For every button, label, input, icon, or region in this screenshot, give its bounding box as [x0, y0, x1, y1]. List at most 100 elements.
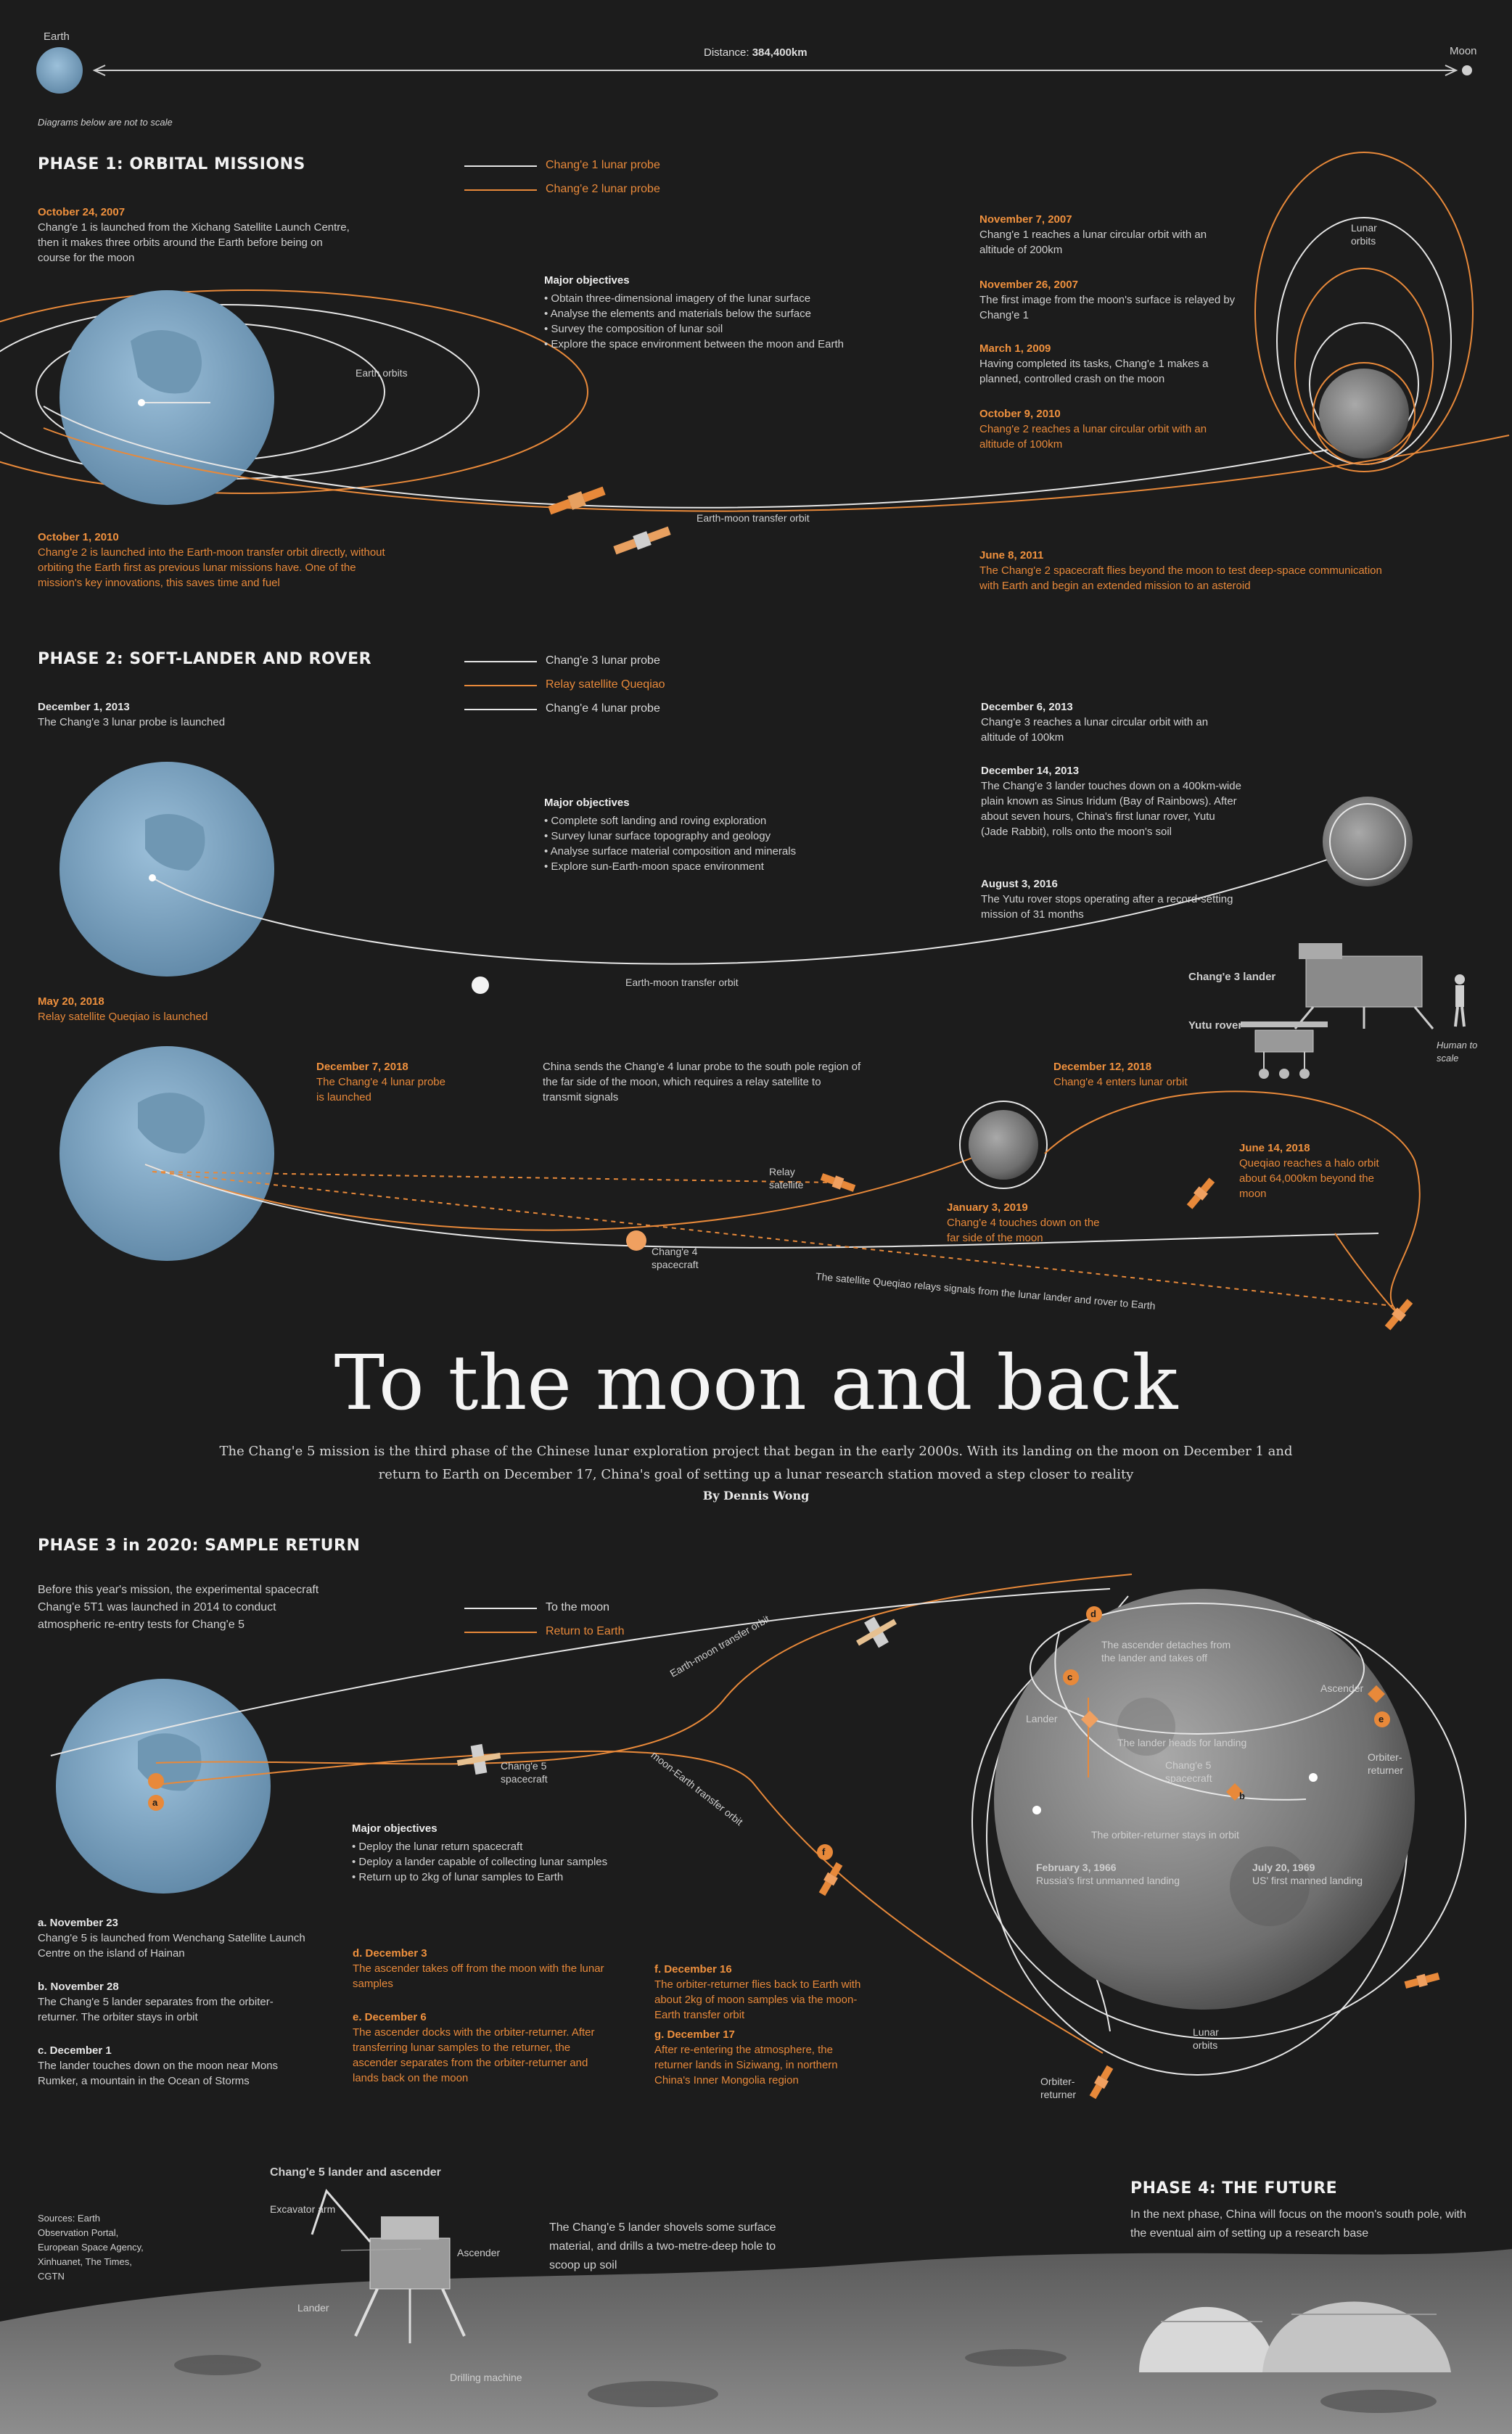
event-text: US' first manned landing — [1252, 1875, 1363, 1886]
moon-label-orbiter-returner-2: Orbiter-returner — [1040, 2076, 1077, 2100]
event-date: c. December 1 — [38, 2044, 112, 2057]
drilling-machine-label: Drilling machine — [450, 2372, 522, 2383]
yutu-rover-label: Yutu rover — [1188, 1019, 1243, 1032]
human-scale-label: Human to scale — [1437, 1040, 1478, 1064]
phase1-legend-change1: Chang'e 1 lunar probe — [546, 159, 660, 171]
event-text: Chang'e 5 is launched from Wenchang Sate… — [38, 1932, 305, 1960]
moon-label-lunar-orbits: Lunar orbits — [1193, 2026, 1219, 2051]
event-date: January 3, 2019 — [947, 1201, 1028, 1214]
objective-item: Explore sun-Earth-moon space environment — [544, 859, 921, 874]
event-text: The Chang'e 4 lunar probe is launched — [316, 1076, 445, 1103]
phase3-title: PHASE 3 in 2020: SAMPLE RETURN — [38, 1537, 361, 1555]
header-moon-label: Moon — [1450, 45, 1477, 57]
lander-label: Lander — [297, 2302, 329, 2314]
objectives-title: Major objectives — [544, 274, 630, 287]
phase3-objectives: Major objectives Deploy the lunar return… — [352, 1821, 671, 1885]
moon-label-ascender-detaches: The ascender detaches from the lander an… — [1101, 1639, 1231, 1664]
objective-item: Analyse surface material composition and… — [544, 844, 921, 859]
moon-label-lander-heads: The lander heads for landing — [1117, 1737, 1247, 1748]
event-text: The ascender docks with the orbiter-retu… — [353, 2026, 595, 2084]
header-earth — [36, 47, 83, 94]
phase1-moon — [1319, 369, 1409, 459]
event-text: The Chang'e 3 lunar probe is launched — [38, 716, 226, 728]
moon-label-change5: Chang'e 5 spacecraft — [1165, 1759, 1212, 1784]
ascender-label: Ascender — [457, 2247, 501, 2258]
phase2-objectives: Major objectives Complete soft landing a… — [544, 795, 921, 874]
objective-item: Survey the composition of lunar soil — [544, 321, 936, 337]
objective-item: Survey lunar surface topography and geol… — [544, 829, 921, 844]
event-text: The Chang'e 5 lander separates from the … — [38, 1996, 274, 2023]
event-text: The ascender takes off from the moon wit… — [353, 1962, 604, 1990]
step-g: g. December 17 After re-entering the atm… — [654, 2027, 872, 2088]
moon-label-ascender: Ascender — [1320, 1682, 1364, 1694]
objective-item: Complete soft landing and roving explora… — [544, 813, 921, 829]
event-text: Chang'e 3 reaches a lunar circular orbit… — [981, 716, 1209, 744]
lander-ascender-title: Chang'e 5 lander and ascender — [270, 2166, 441, 2179]
change3-lander-graphic — [1294, 943, 1434, 1029]
phase1-title: PHASE 1: ORBITAL MISSIONS — [38, 155, 305, 173]
event-date: October 9, 2010 — [979, 408, 1061, 420]
distance-readout: Distance: 384,400km — [704, 46, 808, 59]
change3-lander-label: Chang'e 3 lander — [1188, 971, 1276, 983]
phase1-timeline-1: November 7, 2007 Chang'e 1 reaches a lun… — [979, 212, 1241, 258]
phase2-timeline-3: August 3, 2016 The Yutu rover stops oper… — [981, 876, 1242, 922]
phase3-moon — [994, 1589, 1415, 2010]
phase1-legend-change2: Chang'e 2 lunar probe — [546, 183, 660, 195]
moon-label-lander: Lander — [1026, 1713, 1058, 1724]
moon-label-orbiter-returner: Orbiter-returner — [1368, 1751, 1404, 1776]
phase2-diagram-change3 — [59, 661, 1466, 1079]
phase1-earth — [59, 290, 274, 505]
phase2-event-jan3: January 3, 2019 Chang'e 4 touches down o… — [947, 1200, 1106, 1246]
change5-lander-graphic — [311, 2189, 466, 2343]
event-text: Queqiao reaches a halo orbit about 64,00… — [1239, 1157, 1379, 1200]
event-date: f. December 16 — [654, 1963, 732, 1975]
header-earth-label: Earth — [44, 30, 70, 43]
phase2-earth-1 — [59, 762, 274, 977]
phase2-event-dec2013: December 1, 2013 The Chang'e 3 lunar pro… — [38, 699, 313, 730]
phase1-event-oct2007: October 24, 2007 Chang'e 1 is launched f… — [38, 205, 357, 266]
phase2-moon-2 — [969, 1110, 1038, 1180]
phase2-title: PHASE 2: SOFT-LANDER AND ROVER — [38, 650, 372, 668]
yutu-rover-graphic — [1241, 1021, 1328, 1079]
change4-spacecraft-label: Chang'e 4 spacecraft — [652, 1246, 699, 1270]
phase2-transfer-label: Earth-moon transfer orbit — [625, 977, 739, 988]
intro-text: The Chang'e 5 mission is the third phase… — [219, 1444, 1293, 1482]
event-date: June 8, 2011 — [979, 549, 1044, 562]
event-text: The first image from the moon's surface … — [979, 294, 1236, 321]
event-date: June 14, 2018 — [1239, 1142, 1310, 1154]
marker-c: c — [1067, 1672, 1073, 1682]
event-date: December 1, 2013 — [38, 701, 130, 713]
distance-value: 384,400km — [752, 46, 808, 59]
step-e: e. December 6 The ascender docks with th… — [353, 2010, 614, 2086]
event-date: October 24, 2007 — [38, 206, 126, 218]
event-text: Chang'e 2 is launched into the Earth-moo… — [38, 546, 385, 589]
event-date: November 26, 2007 — [979, 279, 1078, 291]
phase4-text: In the next phase, China will focus on t… — [1130, 2208, 1466, 2240]
sources: Sources: Earth Observation Portal, Europ… — [38, 2213, 144, 2282]
event-text: Chang'e 1 is launched from the Xichang S… — [38, 221, 350, 264]
change5-spacecraft-label: Chang'e 5 spacecraft — [501, 1760, 548, 1785]
event-date: d. December 3 — [353, 1947, 427, 1960]
phase3-intro: Before this year's mission, the experime… — [38, 1584, 319, 1631]
phase2-event-may2018: May 20, 2018 Relay satellite Queqiao is … — [38, 994, 299, 1024]
event-date: g. December 17 — [654, 2028, 735, 2041]
earth-orbits-label: Earth orbits — [356, 367, 408, 379]
event-date: a. November 23 — [38, 1917, 118, 1929]
page-title: To the moon and back — [334, 1339, 1178, 1427]
marker-b: b — [1239, 1790, 1245, 1801]
step-a: a. November 23 Chang'e 5 is launched fro… — [38, 1915, 306, 1961]
distance-label: Distance: — [704, 46, 749, 59]
event-text: Chang'e 2 reaches a lunar circular orbit… — [979, 423, 1207, 451]
event-date: b. November 28 — [38, 1981, 119, 1993]
event-text: Chang'e 4 enters lunar orbit — [1053, 1076, 1188, 1088]
event-date: May 20, 2018 — [38, 995, 104, 1008]
marker-a: a — [152, 1797, 158, 1808]
event-text: The lander touches down on the moon near… — [38, 2060, 279, 2087]
marker-f: f — [822, 1846, 826, 1857]
objectives-title: Major objectives — [352, 1822, 437, 1835]
marker-d: d — [1090, 1608, 1096, 1619]
event-date: July 20, 1969 — [1252, 1862, 1315, 1873]
event-text: Russia's first unmanned landing — [1036, 1875, 1180, 1886]
phase3-diagram — [50, 1574, 1466, 2100]
